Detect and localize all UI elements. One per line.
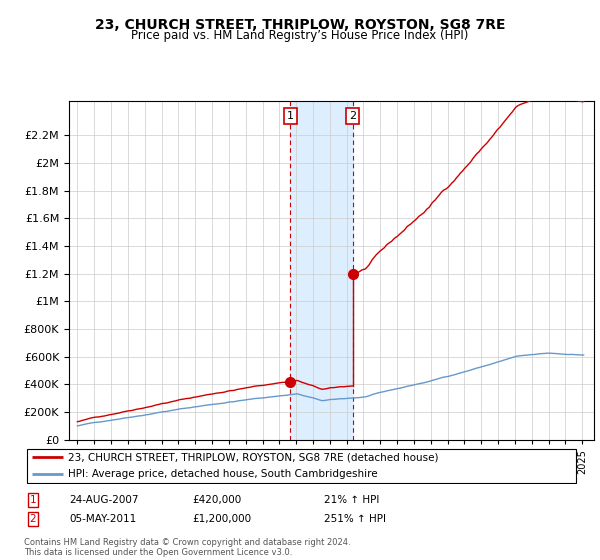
Text: 05-MAY-2011: 05-MAY-2011: [69, 514, 136, 524]
Bar: [290, 101, 353, 440]
Text: 23, CHURCH STREET, THRIPLOW, ROYSTON, SG8 7RE (detached house): 23, CHURCH STREET, THRIPLOW, ROYSTON, SG…: [68, 452, 439, 462]
Text: 2: 2: [349, 111, 356, 121]
Text: HPI: Average price, detached house, South Cambridgeshire: HPI: Average price, detached house, Sout…: [68, 469, 378, 479]
Text: 2: 2: [29, 514, 37, 524]
Text: 1: 1: [287, 111, 294, 121]
Text: Contains HM Land Registry data © Crown copyright and database right 2024.
This d: Contains HM Land Registry data © Crown c…: [24, 538, 350, 557]
Text: 1: 1: [29, 495, 37, 505]
FancyBboxPatch shape: [27, 449, 576, 483]
Text: 23, CHURCH STREET, THRIPLOW, ROYSTON, SG8 7RE: 23, CHURCH STREET, THRIPLOW, ROYSTON, SG…: [95, 18, 505, 32]
Text: Price paid vs. HM Land Registry’s House Price Index (HPI): Price paid vs. HM Land Registry’s House …: [131, 29, 469, 42]
Text: 24-AUG-2007: 24-AUG-2007: [69, 495, 139, 505]
Text: 21% ↑ HPI: 21% ↑ HPI: [324, 495, 379, 505]
Text: £1,200,000: £1,200,000: [192, 514, 251, 524]
Text: 251% ↑ HPI: 251% ↑ HPI: [324, 514, 386, 524]
Text: £420,000: £420,000: [192, 495, 241, 505]
